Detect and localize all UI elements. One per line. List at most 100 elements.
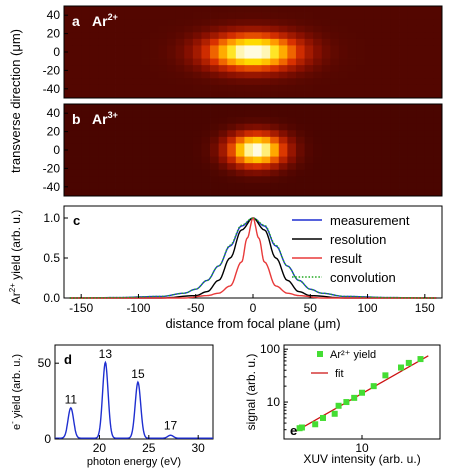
heatmap-cell — [175, 12, 185, 20]
heatmap-cell — [72, 130, 82, 138]
heatmap-cell — [115, 104, 125, 111]
heatmap-cell — [201, 32, 211, 40]
heatmap-cell — [278, 182, 288, 190]
heatmap-cell — [98, 130, 108, 138]
heatmap-cell — [175, 156, 185, 164]
heatmap-cell — [347, 6, 357, 13]
heatmap-cell — [304, 71, 314, 79]
heatmap-cell — [227, 84, 237, 92]
heatmap-cell — [373, 163, 383, 171]
heatmap-cell — [399, 45, 409, 53]
heatmap-cell — [210, 136, 220, 144]
heatmap-cell — [295, 182, 305, 190]
heatmap-cell — [244, 150, 254, 157]
heatmap-cell — [227, 71, 237, 79]
heatmap-cell — [218, 130, 228, 138]
heatmap-cell — [253, 78, 262, 86]
heatmap-cell — [98, 163, 108, 171]
heatmap-cell — [227, 169, 237, 177]
heatmap-cell — [218, 104, 228, 111]
heatmap-cell — [356, 182, 366, 190]
heatmap-cell — [72, 182, 82, 190]
heatmap-cell — [192, 25, 202, 33]
heatmap-cell — [313, 25, 323, 33]
heatmap-cell — [64, 169, 73, 177]
heatmap-cell — [347, 19, 357, 27]
heatmap-cell — [141, 110, 151, 118]
heatmap-cell — [235, 71, 245, 79]
heatmap-cell — [132, 136, 142, 144]
heatmap-cell — [373, 189, 383, 197]
heatmap-cell — [167, 25, 177, 33]
heatmap-cell — [407, 65, 417, 73]
heatmap-cell — [261, 84, 271, 92]
heatmap-cell — [433, 12, 443, 20]
heatmap-cell — [278, 52, 288, 59]
heatmap-cell — [287, 6, 297, 13]
harmonic-label: 15 — [131, 367, 145, 381]
heatmap-cell — [192, 45, 202, 53]
heatmap-cell — [98, 156, 108, 164]
heatmap-cell — [278, 58, 288, 66]
heatmap-cell — [407, 25, 417, 33]
heatmap-cell — [218, 25, 228, 33]
heatmap-cell — [132, 12, 142, 20]
x-tick-label: 10 — [355, 441, 369, 455]
heatmap-cell — [295, 12, 305, 20]
heatmap-cell — [253, 156, 262, 164]
heatmap-cell — [218, 156, 228, 164]
heatmap-cell — [364, 78, 374, 86]
heatmap-cell — [64, 38, 73, 46]
heatmap-cell — [407, 117, 417, 125]
heatmap-cell — [356, 12, 366, 20]
heatmap-cell — [235, 182, 245, 190]
heatmap-cell — [407, 78, 417, 86]
heatmap-cell — [287, 65, 297, 73]
heatmap-cell — [433, 52, 443, 59]
heatmap-cell — [295, 163, 305, 171]
heatmap-cell — [373, 130, 383, 138]
heatmap-cell — [141, 12, 151, 20]
heatmap-cell — [175, 143, 185, 151]
heatmap-cell — [72, 150, 82, 157]
data-point — [331, 410, 338, 417]
heatmap-cell — [98, 123, 108, 131]
heatmap-cell — [141, 117, 151, 125]
heatmap-cell — [407, 12, 417, 20]
heatmap-cell — [356, 163, 366, 171]
heatmap-cell — [321, 38, 331, 46]
heatmap-cell — [192, 176, 202, 184]
heatmap-cell — [364, 6, 374, 13]
heatmap-cell — [72, 58, 82, 66]
heatmap-cell — [390, 123, 400, 131]
heatmap-cell — [261, 156, 271, 164]
heatmap-cell — [295, 189, 305, 197]
panel-d-xlabel: photon energy (eV) — [87, 456, 181, 468]
heatmap-cell — [124, 150, 134, 157]
heatmap-cell — [192, 123, 202, 131]
heatmap-cell — [89, 84, 99, 92]
heatmap-cell — [270, 71, 280, 79]
heatmap-cell — [141, 52, 151, 59]
heatmap-cell — [132, 163, 142, 171]
heatmap-cell — [115, 38, 125, 46]
heatmap-cell — [81, 110, 91, 118]
heatmap-cell — [244, 130, 254, 138]
x-tick-label: 0 — [250, 301, 257, 315]
heatmap-cell — [201, 65, 211, 73]
heatmap-cell — [175, 176, 185, 184]
heatmap-cell — [235, 117, 245, 125]
heatmap-cell — [278, 19, 288, 27]
data-point — [298, 424, 305, 431]
heatmap-cell — [192, 12, 202, 20]
heatmap-cell — [115, 25, 125, 33]
heatmap-cell — [192, 32, 202, 40]
heatmap-cell — [89, 91, 99, 99]
heatmap-cell — [338, 110, 348, 118]
heatmap-cell — [89, 150, 99, 157]
heatmap-cell — [244, 91, 254, 99]
heatmap-cell — [347, 38, 357, 46]
heatmap-cell — [89, 189, 99, 197]
heatmap-cell — [201, 91, 211, 99]
heatmap-cell — [210, 25, 220, 33]
